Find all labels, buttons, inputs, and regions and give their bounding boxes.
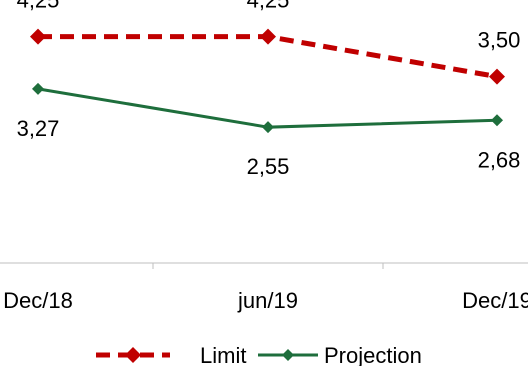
legend-label-projection: Projection <box>324 343 422 366</box>
series-line-projection <box>37 87 498 129</box>
data-point-projection <box>32 82 44 95</box>
data-point-limit <box>260 28 276 45</box>
plot-area <box>30 28 505 134</box>
data-label-limit: 4,25 <box>247 0 290 13</box>
data-point-limit <box>30 28 46 45</box>
data-point-projection <box>262 121 274 134</box>
x-tick-label: Dec/19 <box>462 288 528 313</box>
data-label-limit: 3,50 <box>478 28 521 53</box>
legend: Limit Projection <box>96 343 422 366</box>
data-point-projection <box>491 114 503 127</box>
x-axis: Dec/18 jun/19 Dec/19 <box>0 262 528 313</box>
data-label-projection: 2,55 <box>247 154 290 179</box>
data-point-limit <box>489 68 505 85</box>
data-label-projection: 2,68 <box>478 147 521 172</box>
legend-label-limit: Limit <box>200 343 246 366</box>
data-label-projection: 3,27 <box>17 116 60 141</box>
legend-marker-projection <box>282 349 294 361</box>
legend-marker-limit <box>125 347 141 363</box>
x-tick-label: jun/19 <box>237 288 298 313</box>
x-tick-label: Dec/18 <box>3 288 73 313</box>
data-labels: 4,25 4,25 3,50 3,27 2,55 2,68 <box>17 0 521 179</box>
data-label-limit: 4,25 <box>17 0 60 13</box>
